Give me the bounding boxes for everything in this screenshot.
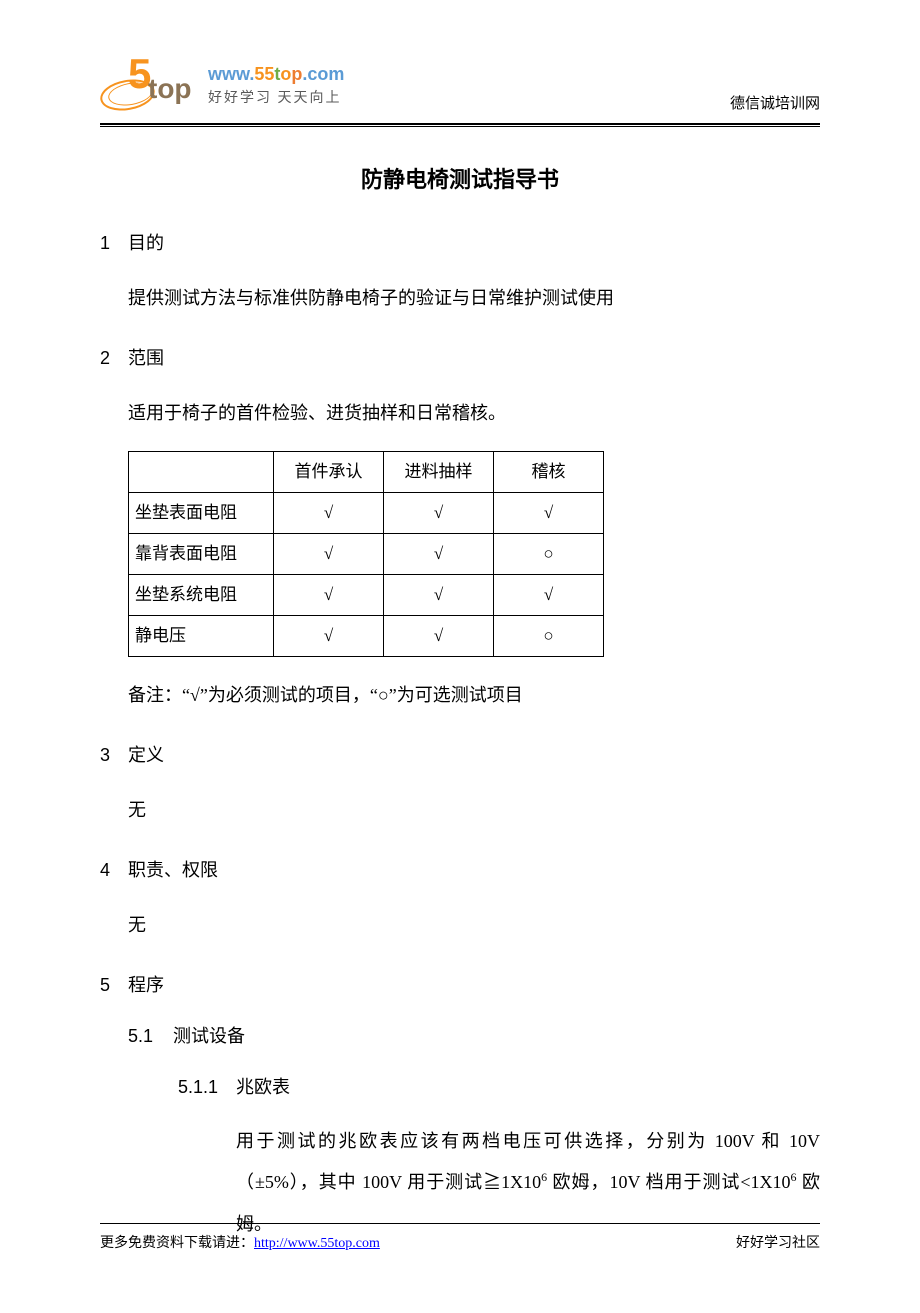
cell: ○: [494, 616, 604, 657]
subsection-5-1-heading: 5.1测试设备: [128, 1022, 820, 1048]
sub-5-1-num: 5.1: [128, 1026, 173, 1047]
section-2-num: 2: [100, 348, 128, 369]
table-header-blank: [129, 452, 274, 493]
url-55: 55: [254, 64, 274, 84]
section-3-heading: 3定义: [100, 741, 820, 767]
footer-left: 更多免费资料下载请进：http://www.55top.com: [100, 1232, 380, 1252]
section-3-title: 定义: [128, 745, 164, 765]
url-o: o: [280, 64, 291, 84]
footer-right: 好好学习社区: [736, 1232, 820, 1252]
section-4-title: 职责、权限: [128, 860, 218, 880]
table-row: 坐垫系统电阻 √ √ √: [129, 575, 604, 616]
cell: √: [384, 534, 494, 575]
table-note: 备注：“√”为必须测试的项目，“○”为可选测试项目: [128, 677, 820, 713]
header-site-name: 德信诚培训网: [730, 92, 820, 115]
logo-area: 5 top www.55top.com 好好学习 天天向上: [100, 55, 344, 115]
cell: √: [274, 493, 384, 534]
url-p: p: [291, 64, 302, 84]
body-part2: 欧姆，10V 档用于测试<1X10: [547, 1172, 790, 1192]
footer-link[interactable]: http://www.55top.com: [254, 1236, 380, 1251]
section-5-heading: 5程序: [100, 971, 820, 997]
table-header-col3: 稽核: [494, 452, 604, 493]
section-5-num: 5: [100, 975, 128, 996]
sub-5-1-1-title: 兆欧表: [236, 1077, 290, 1097]
cell: √: [274, 616, 384, 657]
row-label: 静电压: [129, 616, 274, 657]
cell: √: [494, 493, 604, 534]
subsection-5-1: 5.1测试设备 5.1.1兆欧表 用于测试的兆欧表应该有两档电压可供选择，分别为…: [100, 1022, 820, 1245]
footer-prefix: 更多免费资料下载请进：: [100, 1236, 254, 1251]
subsubsection-5-1-1: 5.1.1兆欧表 用于测试的兆欧表应该有两档电压可供选择，分别为 100V 和 …: [128, 1073, 820, 1245]
cell: √: [274, 534, 384, 575]
section-5-title: 程序: [128, 975, 164, 995]
sub-5-1-1-heading: 5.1.1兆欧表: [178, 1073, 820, 1099]
table-row: 靠背表面电阻 √ √ ○: [129, 534, 604, 575]
cell: √: [494, 575, 604, 616]
document-title: 防静电椅测试指导书: [100, 162, 820, 194]
section-4-body: 无: [128, 907, 820, 943]
section-1-heading: 1目的: [100, 229, 820, 255]
url-www: www.: [208, 64, 254, 84]
url-dotcom: .com: [302, 64, 344, 84]
row-label: 坐垫系统电阻: [129, 575, 274, 616]
page-header: 5 top www.55top.com 好好学习 天天向上 德信诚培训网: [100, 55, 820, 123]
table-header-col2: 进料抽样: [384, 452, 494, 493]
section-4-heading: 4职责、权限: [100, 856, 820, 882]
section-purpose: 1目的 提供测试方法与标准供防静电椅子的验证与日常维护测试使用: [100, 229, 820, 316]
cell: √: [274, 575, 384, 616]
section-2-body: 适用于椅子的首件检验、进货抽样和日常稽核。: [128, 395, 820, 431]
footer-divider: [100, 1223, 820, 1224]
section-1-body: 提供测试方法与标准供防静电椅子的验证与日常维护测试使用: [128, 280, 820, 316]
section-2-heading: 2范围: [100, 344, 820, 370]
section-responsibility: 4职责、权限 无: [100, 856, 820, 943]
table-header-col1: 首件承认: [274, 452, 384, 493]
section-1-title: 目的: [128, 233, 164, 253]
row-label: 靠背表面电阻: [129, 534, 274, 575]
cell: √: [384, 616, 494, 657]
section-1-num: 1: [100, 233, 128, 254]
row-label: 坐垫表面电阻: [129, 493, 274, 534]
table-row: 静电压 √ √ ○: [129, 616, 604, 657]
section-3-num: 3: [100, 745, 128, 766]
logo-icon: 5 top: [100, 55, 200, 115]
test-matrix-table: 首件承认 进料抽样 稽核 坐垫表面电阻 √ √ √ 靠背表面电阻 √ √ ○: [128, 451, 604, 657]
section-2-title: 范围: [128, 348, 164, 368]
cell: √: [384, 493, 494, 534]
sub-5-1-title: 测试设备: [173, 1026, 245, 1046]
table-header-row: 首件承认 进料抽样 稽核: [129, 452, 604, 493]
page-footer: 更多免费资料下载请进：http://www.55top.com 好好学习社区: [100, 1223, 820, 1252]
logo-slogan: 好好学习 天天向上: [208, 87, 344, 107]
section-scope: 2范围 适用于椅子的首件检验、进货抽样和日常稽核。 首件承认 进料抽样 稽核 坐…: [100, 344, 820, 713]
section-procedure: 5程序 5.1测试设备 5.1.1兆欧表 用于测试的兆欧表应该有两档电压可供选择…: [100, 971, 820, 1245]
cell: ○: [494, 534, 604, 575]
logo-url: www.55top.com: [208, 64, 344, 85]
table-row: 坐垫表面电阻 √ √ √: [129, 493, 604, 534]
header-divider: [100, 123, 820, 127]
logo-text-block: www.55top.com 好好学习 天天向上: [208, 64, 344, 107]
section-3-body: 无: [128, 792, 820, 828]
sub-5-1-1-num: 5.1.1: [178, 1077, 236, 1098]
cell: √: [384, 575, 494, 616]
section-4-num: 4: [100, 860, 128, 881]
section-definition: 3定义 无: [100, 741, 820, 828]
